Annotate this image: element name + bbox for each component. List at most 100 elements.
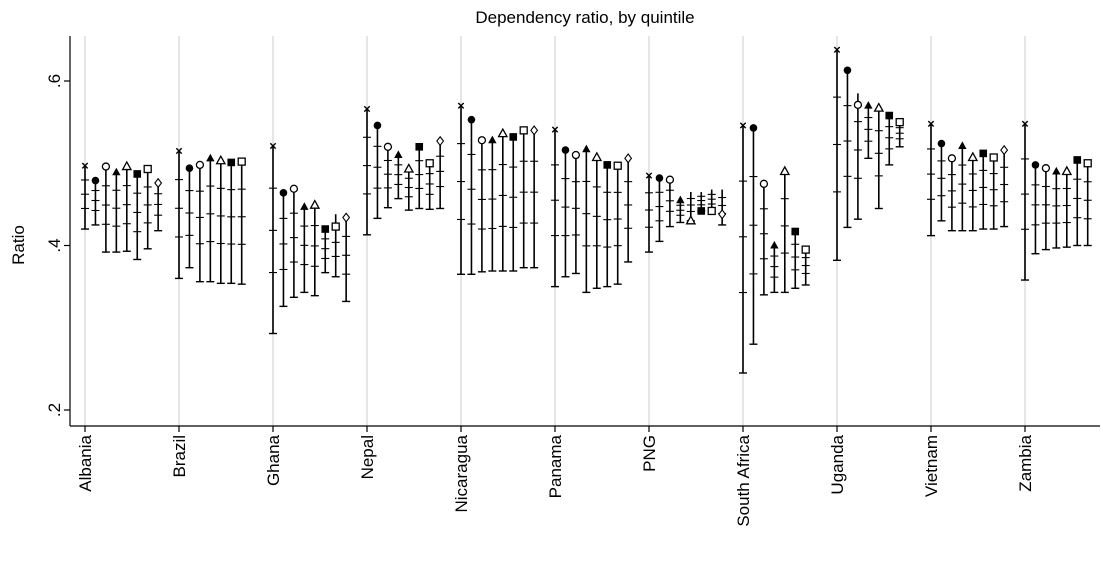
country-group-panama (551, 126, 633, 294)
y-axis-label: Ratio (9, 225, 28, 265)
data-point (1031, 161, 1040, 255)
marker-x (363, 105, 371, 113)
data-marks (81, 46, 1092, 374)
marker-filled-triangle (676, 195, 685, 204)
country-group-south-africa (739, 122, 810, 374)
marker-filled-square (979, 149, 988, 158)
marker-filled-circle (91, 176, 100, 185)
data-point (843, 66, 852, 229)
marker-hollow-diamond (718, 209, 727, 220)
marker-filled-circle (749, 124, 758, 132)
data-point (1052, 166, 1061, 249)
marker-hollow-triangle (685, 214, 697, 225)
marker-hollow-square (425, 159, 434, 168)
country-group-brazil (175, 147, 246, 285)
marker-filled-triangle (1052, 166, 1061, 175)
marker-filled-square (791, 227, 800, 236)
x-tick-label: Uganda (828, 434, 847, 494)
marker-filled-circle (467, 115, 476, 124)
x-tick-label: Nepal (358, 435, 377, 479)
data-point (613, 161, 622, 285)
marker-filled-circle (843, 66, 852, 75)
marker-x (833, 46, 841, 53)
data-point (591, 151, 603, 289)
marker-filled-square (227, 158, 236, 167)
x-tick-label: Panama (546, 434, 565, 498)
data-point (394, 150, 403, 200)
data-point (237, 157, 246, 285)
marker-hollow-square (237, 157, 246, 166)
marker-hollow-triangle (309, 199, 321, 209)
marker-hollow-diamond (154, 177, 163, 189)
chart-title: Dependency ratio, by quintile (475, 8, 694, 27)
data-point (143, 164, 152, 250)
marker-hollow-triangle (779, 165, 791, 176)
data-point (121, 160, 133, 252)
marker-hollow-circle (477, 136, 487, 145)
data-point (81, 162, 89, 230)
data-point (676, 195, 685, 224)
x-tick-label: Ghana (264, 434, 283, 486)
data-point (269, 142, 277, 335)
data-point (185, 164, 194, 269)
data-point (321, 225, 330, 274)
marker-filled-square (885, 111, 894, 120)
data-point (697, 192, 706, 215)
marker-hollow-square (519, 126, 528, 135)
data-point (467, 115, 476, 275)
data-point (749, 124, 758, 345)
marker-filled-triangle (488, 135, 497, 144)
data-point (873, 102, 885, 210)
marker-hollow-diamond (1000, 144, 1009, 156)
data-point (436, 135, 445, 210)
country-group-zambia (1021, 120, 1092, 281)
x-tick-label: Nicaragua (452, 434, 471, 512)
data-point (770, 240, 779, 294)
marker-hollow-triangle (873, 102, 885, 112)
data-point (833, 46, 841, 262)
marker-hollow-square (707, 206, 716, 216)
data-point (665, 175, 675, 228)
data-point (937, 139, 946, 222)
country-group-ghana (269, 142, 351, 335)
axes: .2 .4 .6 Albania Brazil Ghana Nepal Nicaragua Pa… (45, 36, 1100, 527)
x-tick-label: Albania (76, 434, 95, 491)
data-point (979, 149, 988, 230)
data-point (1021, 120, 1029, 281)
data-point (958, 141, 967, 232)
data-point (1061, 165, 1073, 248)
marker-hollow-square (989, 153, 998, 162)
y-tick-label: .6 (45, 74, 64, 88)
marker-hollow-triangle (591, 151, 603, 162)
marker-hollow-triangle (121, 160, 133, 171)
marker-filled-circle (373, 121, 382, 130)
data-point (967, 151, 979, 232)
data-point (363, 105, 371, 236)
marker-x (739, 122, 747, 129)
marker-filled-triangle (582, 144, 591, 153)
data-point (457, 102, 465, 275)
marker-filled-triangle (300, 202, 309, 210)
country-group-png (645, 172, 727, 253)
marker-hollow-circle (289, 184, 299, 193)
x-tick-label: Vietnam (922, 435, 941, 497)
data-point (509, 133, 518, 272)
data-point (1073, 156, 1082, 247)
data-point (175, 147, 183, 280)
marker-hollow-triangle (403, 163, 415, 173)
data-point (309, 199, 321, 297)
data-point (645, 172, 653, 253)
marker-hollow-square (613, 161, 622, 170)
y-tick-label: .2 (45, 403, 64, 417)
data-point (561, 146, 570, 278)
data-point (300, 202, 309, 294)
country-group-vietnam (927, 120, 1009, 237)
marker-x (1021, 120, 1029, 127)
marker-filled-square (415, 143, 424, 151)
data-point (895, 117, 904, 148)
marker-filled-circle (185, 164, 194, 172)
marker-filled-square (603, 161, 612, 169)
marker-x (645, 172, 653, 179)
data-point (497, 127, 509, 272)
y-tick-label: .4 (45, 238, 64, 252)
